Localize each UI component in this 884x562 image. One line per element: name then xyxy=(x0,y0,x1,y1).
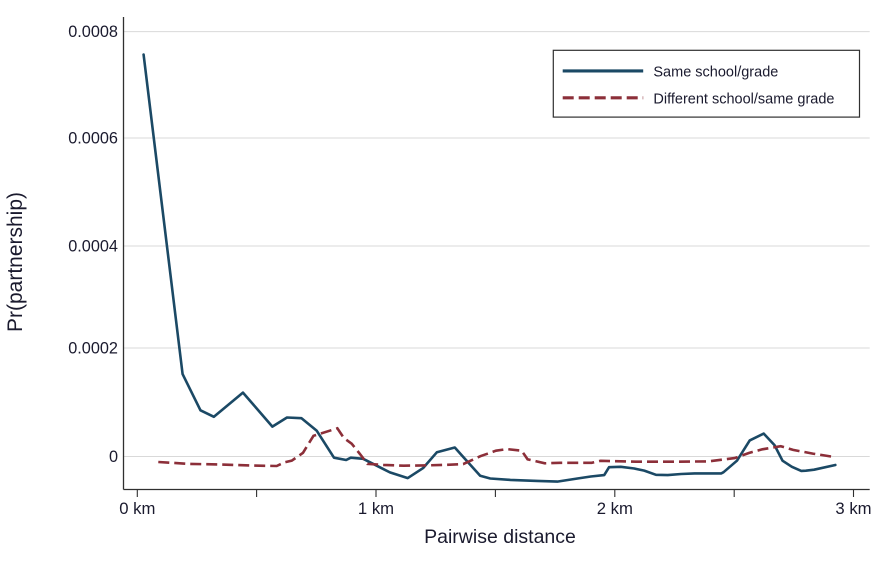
svg-text:0.0008: 0.0008 xyxy=(68,23,118,41)
svg-text:0 km: 0 km xyxy=(119,499,155,518)
svg-text:1 km: 1 km xyxy=(358,499,394,518)
svg-text:0: 0 xyxy=(109,448,118,466)
svg-text:Same school/grade: Same school/grade xyxy=(653,65,778,81)
svg-text:0.0002: 0.0002 xyxy=(68,340,118,358)
svg-text:Different school/same grade: Different school/same grade xyxy=(653,91,834,107)
svg-text:2 km: 2 km xyxy=(597,499,633,518)
svg-text:0.0006: 0.0006 xyxy=(68,130,118,148)
svg-text:Pairwise distance: Pairwise distance xyxy=(424,526,576,548)
svg-text:0.0004: 0.0004 xyxy=(68,238,118,256)
svg-text:Pr(partnership): Pr(partnership) xyxy=(4,192,27,332)
svg-text:3 km: 3 km xyxy=(835,499,871,518)
